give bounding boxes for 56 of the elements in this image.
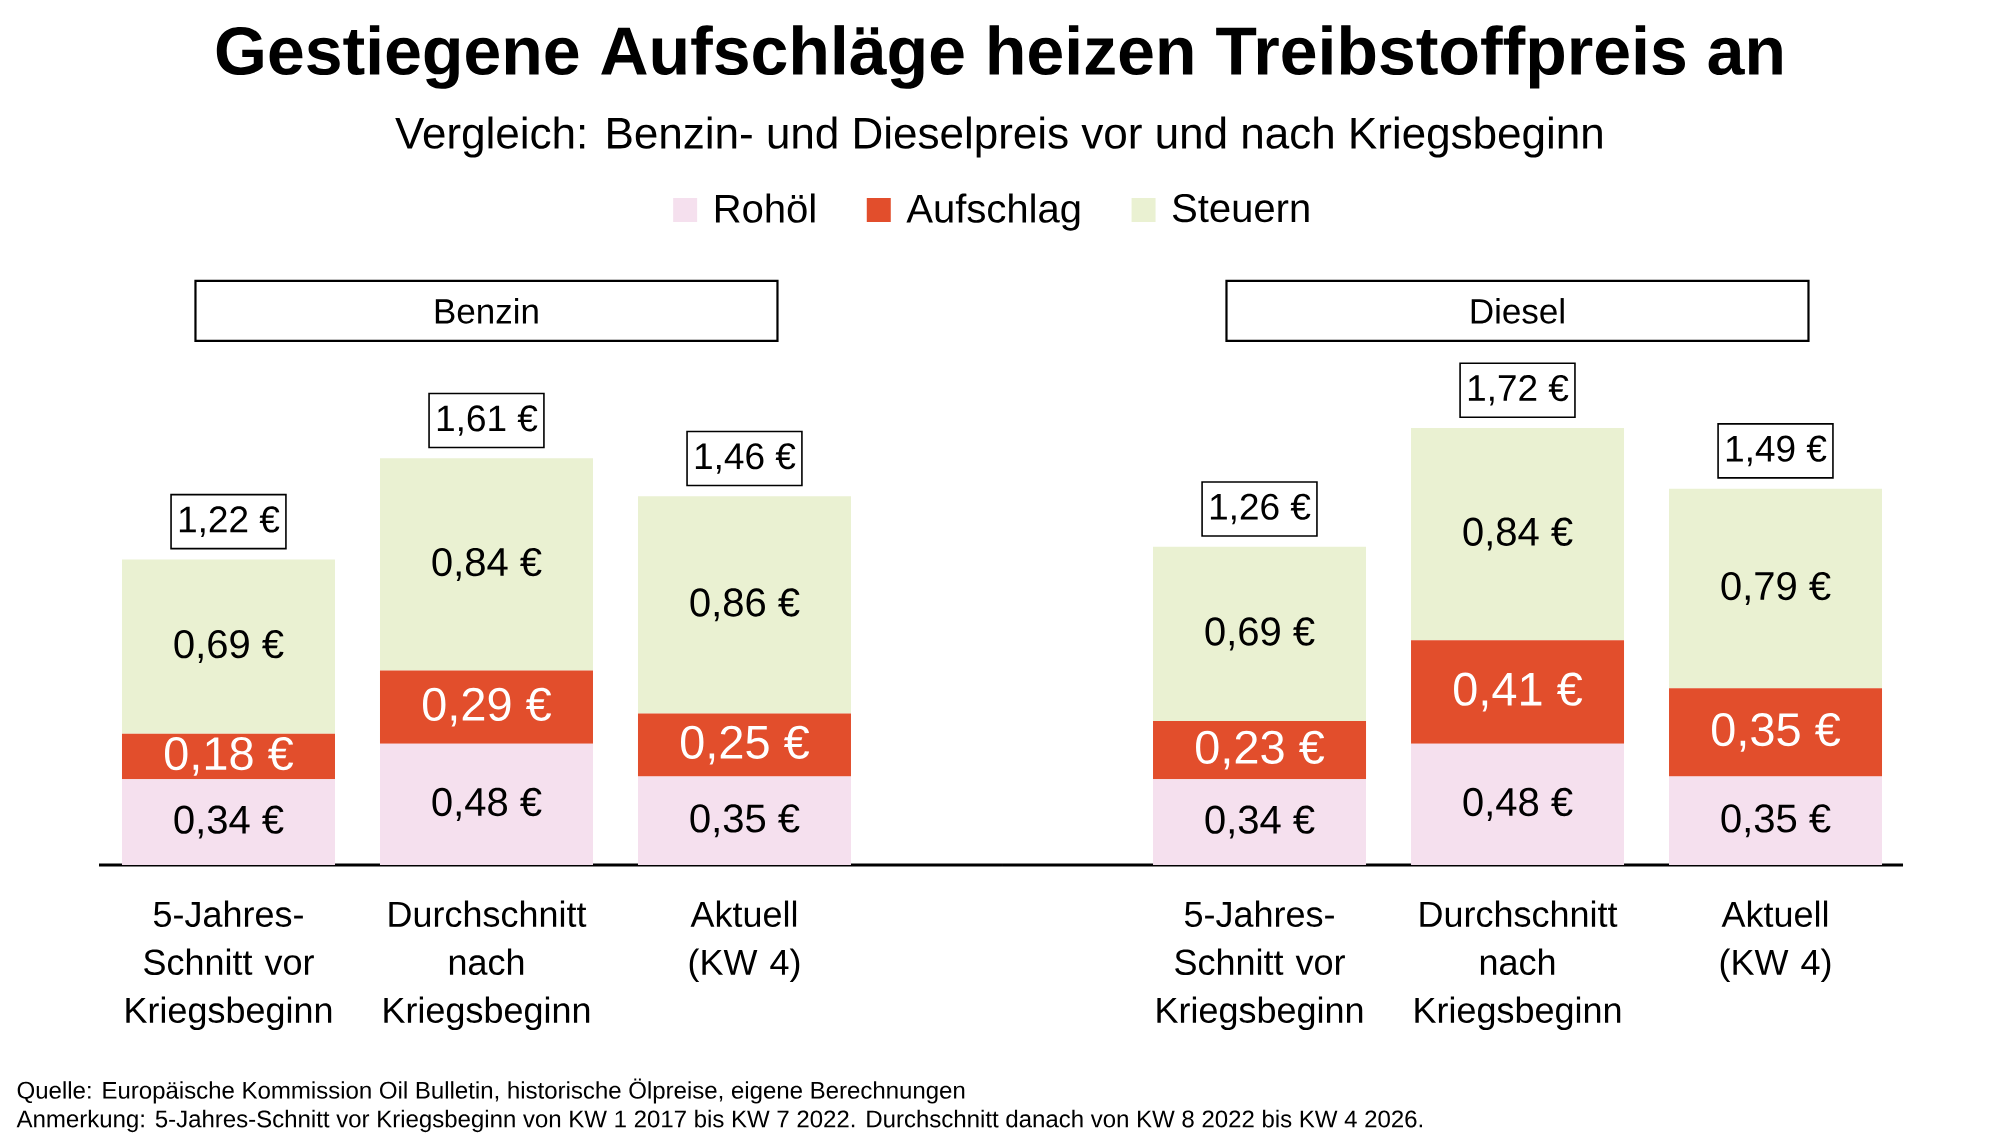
data-label: 0,35 € [1721, 804, 1831, 838]
chart-title: Diesel [1471, 298, 1564, 324]
data-label: 0,34 € [1205, 805, 1315, 839]
x-tick-label: 5-Jahres-Schnitt vor Kriegsbeginn [126, 900, 332, 1031]
data-label: 0,48 € [1463, 787, 1573, 821]
data-label: 0,86 € [690, 588, 800, 622]
x-tick-label: 5-Jahres-Schnitt vor Kriegsbeginn [1157, 900, 1363, 1031]
total-label: 1,46 € [695, 443, 796, 474]
total-label: 1,72 € [1468, 374, 1569, 406]
data-label: 0,18 € [164, 736, 294, 776]
bar [1411, 428, 1625, 641]
total-label: 1,61 € [437, 405, 538, 436]
data-label: 0,69 € [174, 630, 284, 664]
data-label: 0,79 € [1721, 571, 1831, 605]
data-label: 0,41 € [1454, 672, 1583, 712]
data-label: 0,29 € [422, 687, 552, 727]
x-tick-label: Durchschnitt nach Kriegsbeginn [1415, 900, 1621, 1031]
text: Vergleich: Benzin- und Dieselpreis vor und nach Kriegsbeginn [395, 116, 1602, 158]
bar [637, 776, 851, 866]
bar [379, 458, 593, 671]
bar [121, 559, 335, 734]
total-label: 1,26 € [1210, 493, 1311, 525]
bar [637, 496, 851, 714]
bar [1669, 776, 1883, 866]
data-label: 0,84 € [1463, 517, 1573, 551]
data-label: 0,35 € [690, 804, 800, 838]
x-tick-label: Aktuell (KW 4) [689, 900, 800, 983]
bar [379, 743, 593, 866]
text: Anmerkung: 5-Jahres-Schnitt vor Kriegsbeginn von KW 1 2017 bis KW 7 2022. Durchschnitt danach von KW 8 2022 bis KW 4 2026. [16, 1109, 1423, 1133]
x-tick-label: Aktuell (KW 4) [1720, 900, 1831, 983]
data-label: 0,25 € [680, 725, 810, 765]
bar [1411, 743, 1625, 866]
bar [637, 713, 851, 777]
bar [1411, 640, 1625, 744]
data-label: 0,35 € [1712, 713, 1841, 752]
x-tick-label: Durchschnitt nach Kriegsbeginn [384, 900, 590, 1031]
text: Gestiegene Aufschläge heizen Treibstoffpreis an [216, 25, 1782, 89]
data-label: 0,23 € [1196, 730, 1325, 770]
legend-label: Aufschlag [906, 193, 1080, 231]
total-label: 1,22 € [179, 506, 280, 537]
data-label: 0,34 € [174, 805, 284, 839]
source-note: Quelle: Europäische Kommission Oil Bulletin, historische Ölpreise, eigene Berechnungen [17, 1078, 965, 1104]
data-label: 0,48 € [432, 787, 542, 821]
legend-label: Rohöl [715, 193, 815, 223]
bar [1669, 488, 1883, 689]
total-label: 1,49 € [1726, 435, 1827, 467]
bar [121, 779, 335, 866]
chart-title: Benzin [435, 298, 538, 324]
bar [379, 670, 593, 744]
data-label: 0,69 € [1205, 617, 1315, 651]
bar [1153, 779, 1367, 866]
bar [1153, 546, 1367, 722]
data-label: 0,84 € [432, 547, 542, 581]
bar [1669, 688, 1883, 777]
bar [1153, 721, 1367, 780]
legend-label: Steuern [1172, 193, 1309, 223]
